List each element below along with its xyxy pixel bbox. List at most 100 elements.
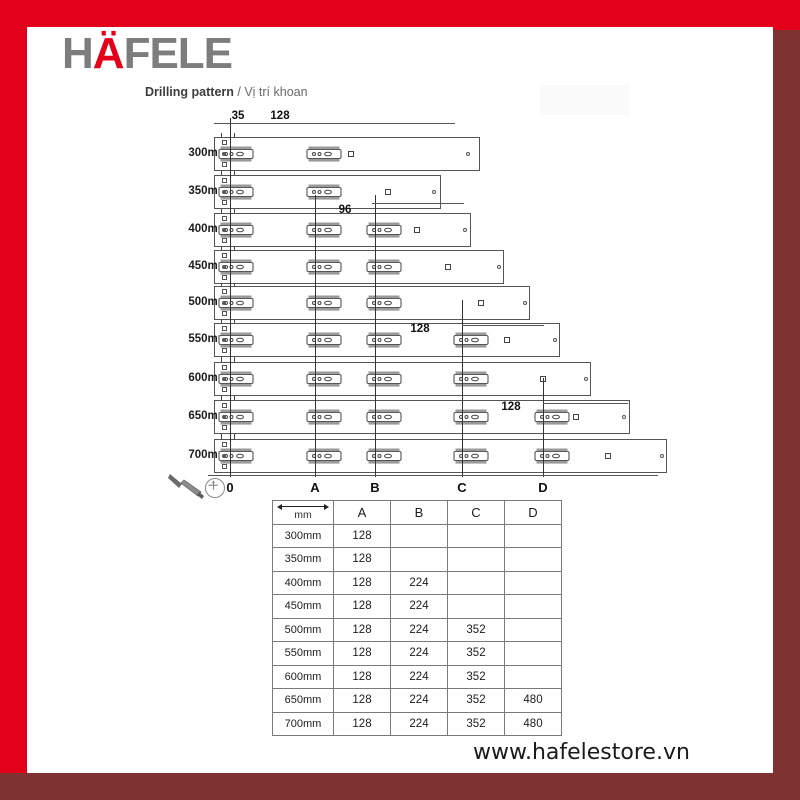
row-label-600mm: 600mm — [188, 372, 228, 384]
table-cell-size: 350mm — [272, 547, 334, 572]
table-header-mm-label: mm — [294, 508, 312, 521]
rail-round-hole — [222, 228, 226, 232]
slide-fitting — [218, 146, 254, 162]
table-cell-a: 128 — [333, 711, 391, 736]
slide-bar-450mm — [214, 250, 504, 284]
table-cell-b: 224 — [390, 711, 448, 736]
table-cell-d — [504, 570, 562, 595]
inline-dim-96: 96 — [338, 204, 352, 216]
logo-umlaut-a: Ä — [92, 29, 125, 78]
guide-line-C — [462, 300, 463, 477]
inline-dim-128: 128 — [410, 323, 430, 335]
row-label-350mm: 350mm — [188, 185, 228, 197]
frame-top-border — [0, 0, 800, 27]
axis-label-C: C — [457, 480, 467, 495]
rail-square-hole — [222, 289, 227, 294]
row-label-550mm: 550mm — [188, 333, 228, 345]
frame-right-border — [773, 0, 800, 800]
table-cell-a: 128 — [333, 523, 391, 548]
square-hole — [605, 453, 611, 459]
slide-fitting — [306, 146, 342, 162]
table-cell-c: 352 — [447, 711, 505, 736]
rail-square-hole — [222, 140, 227, 145]
square-hole — [504, 337, 510, 343]
table-cell-b: 224 — [390, 664, 448, 689]
square-hole — [573, 414, 579, 420]
round-hole — [497, 265, 501, 269]
slide-fitting — [218, 259, 254, 275]
axis-label-D: D — [538, 480, 548, 495]
table-cell-c — [447, 547, 505, 572]
table-cell-size: 600mm — [272, 664, 334, 689]
rail-round-hole — [222, 338, 226, 342]
square-hole — [385, 189, 391, 195]
table-row: 450mm 128 224 — [272, 594, 562, 619]
rail-round-hole — [222, 454, 226, 458]
round-hole — [584, 377, 588, 381]
table-cell-d — [504, 523, 562, 548]
rail-round-hole — [222, 415, 226, 419]
inline-dim-128: 128 — [501, 401, 521, 413]
rail-square-hole — [222, 464, 227, 469]
table-row: 350mm 128 — [272, 547, 562, 572]
slide-bar-500mm — [214, 286, 530, 320]
table-cell-d — [504, 617, 562, 642]
round-hole — [553, 338, 557, 342]
table-cell-size: 450mm — [272, 594, 334, 619]
table-row: 600mm 128 224 352 — [272, 664, 562, 689]
round-hole — [660, 454, 664, 458]
table-cell-a: 128 — [333, 594, 391, 619]
slide-fitting — [218, 332, 254, 348]
rail-round-hole — [222, 190, 226, 194]
frame-corner-top-right — [773, 0, 800, 30]
rail-square-hole — [222, 311, 227, 316]
rail-round-hole — [222, 301, 226, 305]
round-hole — [466, 152, 470, 156]
slide-fitting — [218, 371, 254, 387]
table-header-b: B — [390, 500, 448, 525]
double-arrow-icon — [277, 503, 329, 510]
table-row: 650mm 128 224 352 480 — [272, 688, 562, 713]
dimension-table: mm A B C D 300mm 128 350mm 128 400mm 128 224 45… — [272, 500, 562, 736]
table-cell-size: 650mm — [272, 688, 334, 713]
table-header-d: D — [504, 500, 562, 525]
rail-round-hole — [222, 265, 226, 269]
slide-bar-600mm — [214, 362, 591, 396]
slide-fitting — [218, 295, 254, 311]
round-hole — [432, 190, 436, 194]
dim-line-96 — [372, 203, 464, 204]
square-hole — [478, 300, 484, 306]
logo-text-part2: FELE — [123, 29, 233, 78]
rail-round-hole — [222, 152, 226, 156]
frame-bottom-border — [0, 773, 800, 800]
square-hole — [348, 151, 354, 157]
table-cell-b — [390, 547, 448, 572]
slide-fitting — [306, 184, 342, 200]
rail-square-hole — [222, 425, 227, 430]
rail-square-hole — [222, 387, 227, 392]
slide-bar-400mm — [214, 213, 471, 247]
guide-line-0 — [230, 118, 231, 477]
table-cell-size: 400mm — [272, 570, 334, 595]
round-hole — [622, 415, 626, 419]
rail-square-hole — [222, 442, 227, 447]
table-cell-a: 128 — [333, 664, 391, 689]
slide-bar-300mm — [214, 137, 480, 171]
guide-line-D — [543, 378, 544, 477]
slide-fitting — [218, 184, 254, 200]
row-label-650mm: 650mm — [188, 410, 228, 422]
screwdriver-icon — [168, 474, 204, 499]
baseline — [208, 475, 658, 476]
rail-square-hole — [222, 178, 227, 183]
table-cell-c: 352 — [447, 617, 505, 642]
top-dim-128: 128 — [270, 110, 290, 122]
table-cell-b: 224 — [390, 594, 448, 619]
table-cell-c: 352 — [447, 688, 505, 713]
axis-label-A: A — [310, 480, 320, 495]
square-hole — [414, 227, 420, 233]
row-label-500mm: 500mm — [188, 296, 228, 308]
square-hole — [445, 264, 451, 270]
table-cell-b: 224 — [390, 617, 448, 642]
table-cell-d: 480 — [504, 711, 562, 736]
